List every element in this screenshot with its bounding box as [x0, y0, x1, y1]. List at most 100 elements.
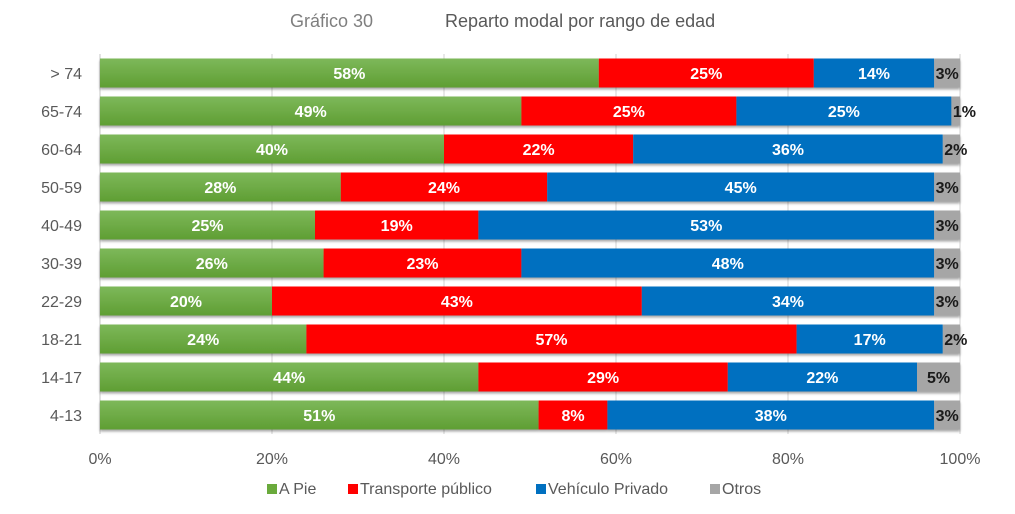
- bar-segment: [934, 210, 960, 240]
- data-label: 45%: [725, 180, 757, 197]
- data-label: 38%: [755, 408, 787, 425]
- data-label: 28%: [204, 180, 236, 197]
- bar-segment: [607, 400, 935, 430]
- bar-segment: [934, 172, 960, 202]
- data-label: 26%: [196, 256, 228, 273]
- bar-segment: [100, 248, 324, 278]
- legend-swatch: [267, 484, 277, 494]
- data-label: 58%: [333, 66, 365, 83]
- legend: A Pie Transporte público Vehículo Privado O…: [267, 481, 761, 498]
- category-label: > 74: [50, 66, 82, 83]
- bar-row: 24% 57% 17% 2%: [100, 324, 967, 354]
- data-label: 17%: [854, 332, 886, 349]
- legend-label: Vehículo Privado: [548, 481, 668, 498]
- data-label: 2%: [944, 332, 967, 349]
- data-label: 14%: [858, 66, 890, 83]
- bar-segment: [633, 134, 943, 164]
- legend-item: Transporte público: [348, 481, 492, 498]
- bar-row: 58% 25% 14% 3%: [100, 58, 960, 88]
- bar-row: 28% 24% 45% 3%: [100, 172, 960, 202]
- category-label: 22-29: [41, 294, 82, 311]
- bar-segment: [934, 400, 960, 430]
- x-tick-label: 0%: [88, 451, 111, 468]
- bar-segment: [100, 324, 307, 354]
- data-label: 1%: [953, 104, 976, 121]
- bar-segment: [100, 172, 341, 202]
- data-label: 53%: [690, 218, 722, 235]
- category-label: 60-64: [41, 142, 82, 159]
- data-label: 3%: [936, 256, 959, 273]
- category-label: 4-13: [50, 408, 82, 425]
- data-label: 48%: [712, 256, 744, 273]
- legend-item: A Pie: [267, 481, 316, 498]
- bar-segment: [100, 134, 444, 164]
- data-label: 25%: [690, 66, 722, 83]
- bar-row: 49% 25% 25% 1%: [100, 96, 976, 126]
- legend-label: A Pie: [279, 481, 316, 498]
- category-label: 14-17: [41, 370, 82, 387]
- category-label: 40-49: [41, 218, 82, 235]
- data-label: 3%: [936, 218, 959, 235]
- legend-label: Otros: [722, 481, 761, 498]
- bar-segment: [444, 134, 634, 164]
- bar-segment: [942, 324, 960, 354]
- bar-segment: [521, 96, 737, 126]
- data-label: 23%: [406, 256, 438, 273]
- data-label: 57%: [535, 332, 567, 349]
- data-label: 40%: [256, 142, 288, 159]
- legend-item: Vehículo Privado: [536, 481, 668, 498]
- category-label: 50-59: [41, 180, 82, 197]
- data-label: 22%: [523, 142, 555, 159]
- bars: 58% 25% 14% 3% 49% 25% 25% 1% 40% 22% 36% 2% 28% 24% 4…: [100, 58, 976, 430]
- bar-segment: [478, 362, 728, 392]
- legend-label: Transporte público: [360, 481, 492, 498]
- legend-swatch: [710, 484, 720, 494]
- category-labels: > 74 65-74 60-64 50-59 40-49 30-39 22-29 18-21 1…: [41, 66, 82, 425]
- bar-row: 25% 19% 53% 3%: [100, 210, 960, 240]
- bar-segment: [934, 286, 960, 316]
- data-label: 25%: [828, 104, 860, 121]
- data-label: 3%: [936, 180, 959, 197]
- bar-segment: [478, 210, 935, 240]
- data-label: 2%: [944, 142, 967, 159]
- bar-segment: [100, 96, 522, 126]
- chart-title-main: Reparto modal por rango de edad: [445, 11, 715, 31]
- bar-segment: [315, 210, 479, 240]
- bar-row: 40% 22% 36% 2%: [100, 134, 967, 164]
- x-tick-label: 20%: [256, 451, 288, 468]
- legend-swatch: [348, 484, 358, 494]
- category-label: 65-74: [41, 104, 82, 121]
- data-label: 49%: [295, 104, 327, 121]
- bar-row: 44% 29% 22% 5%: [100, 362, 960, 392]
- bar-segment: [521, 248, 935, 278]
- chart-title: Gráfico 30 Reparto modal por rango de ed…: [290, 11, 715, 31]
- bar-segment: [641, 286, 935, 316]
- bar-segment: [813, 58, 935, 88]
- data-label: 8%: [561, 408, 584, 425]
- bar-segment: [538, 400, 608, 430]
- bar-segment: [942, 134, 960, 164]
- bar-segment: [100, 286, 272, 316]
- x-tick-label: 40%: [428, 451, 460, 468]
- legend-swatch: [536, 484, 546, 494]
- data-label: 3%: [936, 66, 959, 83]
- bar-segment: [934, 248, 960, 278]
- bar-segment: [796, 324, 943, 354]
- bar-segment: [100, 58, 599, 88]
- bar-segment: [736, 96, 952, 126]
- bar-segment: [727, 362, 917, 392]
- data-label: 24%: [428, 180, 460, 197]
- chart-title-prefix: Gráfico 30: [290, 11, 373, 31]
- data-label: 36%: [772, 142, 804, 159]
- data-label: 24%: [187, 332, 219, 349]
- x-tick-labels: 0% 20% 40% 60% 80% 100%: [88, 451, 980, 468]
- category-label: 30-39: [41, 256, 82, 273]
- data-label: 34%: [772, 294, 804, 311]
- x-tick-label: 100%: [940, 451, 981, 468]
- data-label: 20%: [170, 294, 202, 311]
- data-label: 25%: [191, 218, 223, 235]
- data-label: 43%: [441, 294, 473, 311]
- bar-segment: [951, 96, 960, 126]
- bar-row: 20% 43% 34% 3%: [100, 286, 960, 316]
- bar-row: 51% 8% 38% 3%: [100, 400, 960, 430]
